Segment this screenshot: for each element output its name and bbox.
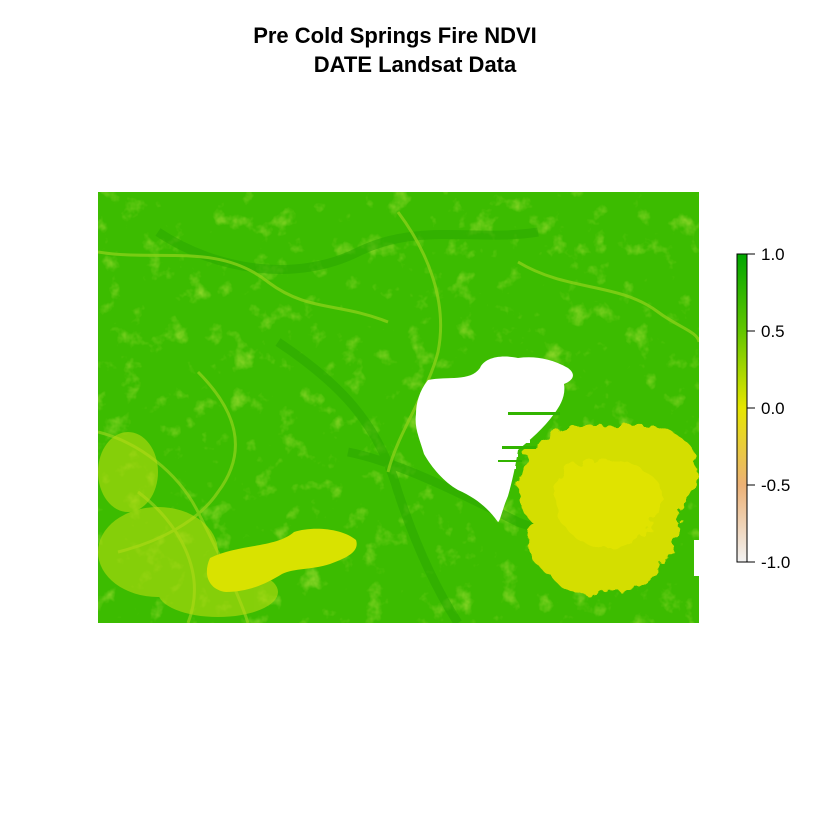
no-data-region — [415, 356, 699, 576]
legend-tick-label: -0.5 — [761, 476, 790, 495]
ndvi-raster-map — [98, 192, 699, 623]
legend-tick-label: 0.5 — [761, 322, 785, 341]
cloud-region — [518, 424, 698, 595]
lake-region — [206, 528, 357, 592]
no-data-stripes — [498, 412, 560, 462]
chart-title-line-2: DATE Landsat Data — [313, 52, 517, 77]
legend-tick-label: -1.0 — [761, 553, 790, 572]
legend-tick-label: 1.0 — [761, 245, 785, 264]
color-legend: 1.0 0.5 0.0 -0.5 -1.0 — [736, 245, 790, 572]
legend-color-bar — [736, 253, 748, 563]
chart-title-line-1: Pre Cold Springs Fire NDVI — [253, 23, 537, 48]
legend-tick-label: 0.0 — [761, 399, 785, 418]
